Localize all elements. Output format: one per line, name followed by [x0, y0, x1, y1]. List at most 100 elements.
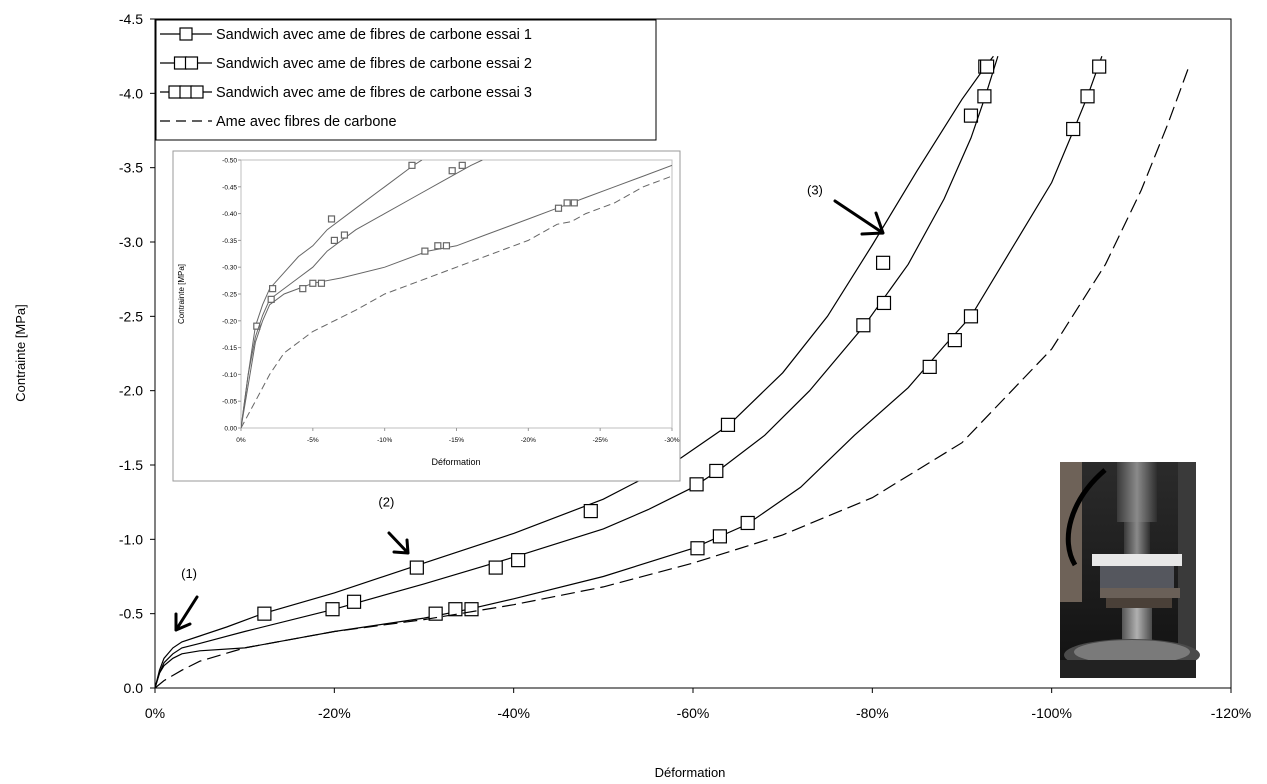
- annotation-arrow-2: [387, 531, 410, 555]
- main-series-marker-3: [1092, 59, 1107, 74]
- inset-x-tick-label: 0%: [236, 437, 246, 444]
- main-series-line-4: [154, 66, 1190, 689]
- inset-frame: [172, 150, 681, 482]
- main-y-tick-label: -2.0: [119, 383, 143, 399]
- legend-label: Sandwich avec ame de fibres de carbone e…: [216, 85, 532, 101]
- inset-x-tick-label: -20%: [521, 437, 536, 444]
- inset-series-marker-2: [267, 295, 275, 303]
- main-x-tick-label: -60%: [677, 705, 710, 721]
- inset-y-tick-label: -0.10: [222, 372, 237, 379]
- main-series-marker-1: [409, 560, 424, 575]
- inset-x-tick-label: -30%: [664, 437, 679, 444]
- main-y-tick-label: -3.0: [119, 234, 143, 250]
- main-x-axis-label: Déformation: [655, 765, 726, 780]
- inset-y-tick-label: -0.25: [222, 292, 237, 299]
- inset-x-axis-label: Déformation: [431, 457, 480, 467]
- inset-series-marker-1: [253, 322, 261, 330]
- inset-series-marker-3: [570, 199, 578, 207]
- main-series-marker-2: [346, 594, 362, 609]
- inset-x-tick-label: -10%: [377, 437, 392, 444]
- main-series-marker-1: [720, 417, 736, 432]
- main-series-marker-2: [856, 318, 871, 333]
- inset-chart: 0.00 -0.05 -0.10 -0.15 -0.20 -0.25 -0.30 -0.35 -…: [172, 150, 681, 482]
- inset-series-marker-1: [269, 285, 277, 293]
- legend-marker-swatch: [168, 85, 204, 99]
- inset-series-line-3: [241, 164, 672, 428]
- main-y-axis-label: Contrainte [MPa]: [13, 304, 28, 402]
- main-x-tick-label: -80%: [856, 705, 889, 721]
- main-series-marker-3: [712, 529, 728, 544]
- inset-series-line-2: [241, 160, 483, 428]
- annotation-2: (2): [378, 495, 394, 510]
- inset-series-marker-2: [458, 161, 466, 169]
- main-y-tick-label: -1.0: [119, 531, 143, 547]
- legend-item-4: Ame avec fibres de carbone: [160, 114, 397, 130]
- main-series-marker-3: [448, 602, 463, 617]
- main-y-tick-label: 0.0: [124, 680, 144, 696]
- annotations: (1) (2) (3): [174, 182, 885, 632]
- main-y-tick-label: -4.5: [119, 11, 143, 27]
- inset-series-marker-3: [317, 279, 326, 287]
- inset-y-tick-label: -0.45: [222, 184, 237, 191]
- main-series-marker-3: [947, 333, 962, 348]
- legend-label: Ame avec fibres de carbone: [216, 114, 397, 130]
- main-series-marker-1: [963, 108, 979, 123]
- legend-marker-swatch: [173, 56, 199, 70]
- annotation-3: (3): [807, 182, 823, 197]
- main-y-tick-label: -4.0: [119, 85, 143, 101]
- main-series-marker-2: [709, 463, 724, 479]
- inset-series-marker-3: [554, 204, 563, 212]
- inset-x-tick-label: -15%: [449, 437, 464, 444]
- legend-item-1: Sandwich avec ame de fibres de carbone e…: [160, 27, 532, 43]
- main-series-line-1: [154, 55, 994, 689]
- legend: Sandwich avec ame de fibres de carbone e…: [155, 19, 657, 141]
- legend-items: Sandwich avec ame de fibres de carbone e…: [160, 27, 532, 130]
- annotation-arrow-3: [833, 199, 885, 236]
- main-x-ticks: 0% -20% -40% -60% -80% -100% -120%: [145, 688, 1251, 721]
- main-series-marker-3: [963, 309, 979, 324]
- main-series-marker-2: [488, 560, 503, 575]
- main-series-marker-3: [740, 515, 755, 531]
- annotation-arrow-1: [174, 595, 199, 632]
- main-x-tick-label: -20%: [318, 705, 351, 721]
- main-series-marker-2: [980, 59, 995, 74]
- inset-x-tick-label: -25%: [593, 437, 608, 444]
- inset-x-tick-label: -5%: [307, 437, 319, 444]
- legend-label: Sandwich avec ame de fibres de carbone e…: [216, 27, 532, 43]
- main-series-line-2: [154, 56, 999, 689]
- inset-series-clip: [241, 160, 672, 428]
- inset-y-tick-label: -0.40: [222, 211, 237, 218]
- legend-label: Sandwich avec ame de fibres de carbone e…: [216, 56, 532, 72]
- main-series-group: [154, 55, 1190, 689]
- inset-y-tick-label: -0.30: [222, 265, 237, 272]
- compression-test-photo-icon: [1060, 462, 1200, 678]
- main-series-marker-2: [876, 295, 892, 311]
- inset-series-marker-1: [327, 215, 336, 223]
- inset-series-marker-2: [330, 236, 338, 244]
- main-y-tick-label: -0.5: [119, 606, 143, 622]
- main-series-marker-2: [689, 477, 704, 492]
- main-series-marker-1: [257, 606, 272, 621]
- main-series-marker-3: [464, 602, 479, 617]
- legend-marker-swatch: [179, 27, 193, 41]
- inset-series-marker-2: [340, 231, 349, 239]
- main-series-marker-3: [1066, 121, 1081, 137]
- inset-series-marker-3: [421, 247, 429, 255]
- inset-y-tick-label: -0.20: [222, 318, 237, 325]
- legend-box: [155, 19, 657, 141]
- inset-series-marker-3: [434, 242, 442, 250]
- main-y-tick-label: -2.5: [119, 308, 143, 324]
- main-series-marker-3: [690, 541, 705, 556]
- inset-y-ticks: 0.00 -0.05 -0.10 -0.15 -0.20 -0.25 -0.30 -0.35 -…: [222, 158, 241, 433]
- main-x-tick-label: -100%: [1031, 705, 1071, 721]
- legend-item-2: Sandwich avec ame de fibres de carbone e…: [160, 56, 532, 72]
- main-series-marker-2: [511, 553, 526, 568]
- inset-y-axis-label: Contrainte [MPa]: [177, 264, 186, 324]
- inset-y-tick-label: -0.15: [222, 345, 237, 352]
- main-x-tick-label: -40%: [497, 705, 530, 721]
- main-series-marker-1: [875, 255, 891, 270]
- inset-series-group: [241, 160, 672, 428]
- legend-item-3: Sandwich avec ame de fibres de carbone e…: [160, 85, 532, 101]
- inset-y-tick-label: 0.00: [224, 426, 237, 433]
